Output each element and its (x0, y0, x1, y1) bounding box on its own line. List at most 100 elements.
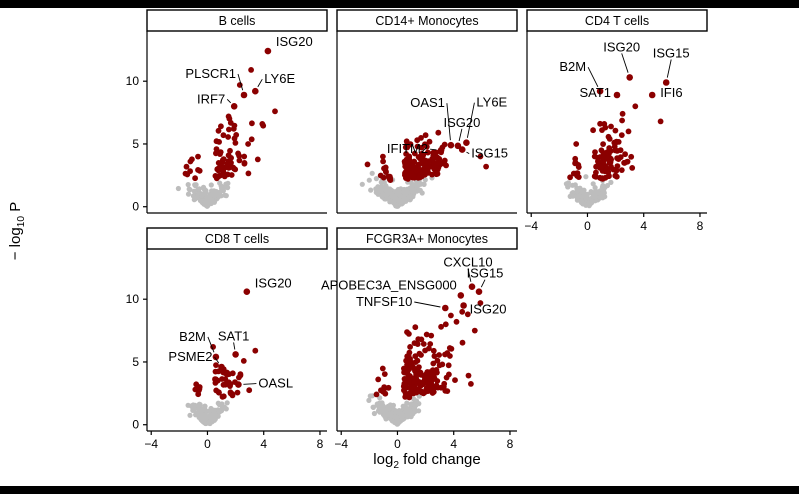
data-point (225, 134, 232, 140)
x-tick-label: 0 (204, 437, 211, 451)
data-point (388, 412, 394, 418)
data-point (248, 136, 255, 143)
data-point (422, 141, 428, 148)
data-point (430, 160, 437, 167)
data-point (565, 184, 571, 190)
data-point (403, 175, 409, 182)
gene-label-line (621, 53, 629, 73)
x-axis-title: log2 fold change (147, 451, 707, 471)
data-point (429, 156, 435, 162)
data-point (405, 142, 412, 149)
data-point (453, 318, 460, 325)
data-point (408, 384, 414, 391)
data-point (228, 172, 235, 178)
data-point (406, 331, 412, 337)
labeled-gene-point (613, 91, 621, 99)
data-point (596, 163, 602, 170)
data-point (377, 395, 383, 401)
data-point (425, 149, 431, 156)
gene-label-line (467, 268, 472, 282)
labeled-gene-point (460, 302, 467, 309)
data-point (617, 154, 624, 161)
data-point (219, 165, 225, 172)
labeled-gene-point (442, 304, 449, 312)
data-point (583, 174, 589, 180)
labeled-gene-point (212, 353, 220, 361)
data-point (431, 353, 438, 359)
y-tick-label: 0 (132, 418, 139, 432)
data-point (459, 308, 466, 315)
data-point (374, 401, 380, 407)
data-point (272, 108, 278, 115)
data-point (394, 414, 400, 420)
data-point (195, 411, 201, 417)
labeled-gene-point (240, 91, 248, 99)
data-point (448, 312, 454, 319)
data-point (182, 170, 189, 177)
gene-label: ISG15 (471, 146, 508, 161)
data-point (395, 421, 401, 427)
data-point (245, 141, 252, 147)
facet-strip (146, 227, 328, 250)
data-point (446, 371, 452, 378)
gene-label-line (237, 73, 244, 91)
data-point (370, 404, 376, 410)
gene-label: SAT1 (579, 85, 611, 100)
data-point (259, 121, 266, 127)
data-point (398, 199, 404, 205)
data-point (236, 157, 243, 164)
data-point (600, 149, 607, 156)
data-point (628, 153, 635, 160)
data-point (430, 149, 437, 156)
data-point (375, 188, 381, 194)
gene-label-line (414, 301, 441, 308)
labeled-gene-point (475, 288, 483, 296)
gene-label: LY6E (264, 71, 295, 86)
data-point (411, 174, 418, 181)
facet-strip-title: B cells (219, 14, 256, 28)
x-tick-label: 4 (450, 437, 457, 451)
data-point (412, 402, 418, 408)
data-point (213, 150, 219, 157)
data-point (418, 181, 424, 187)
y-tick-label: 10 (126, 292, 140, 306)
data-point (608, 179, 614, 185)
data-point (577, 187, 583, 193)
data-point (381, 165, 387, 172)
data-point (234, 389, 241, 396)
data-point (569, 193, 576, 199)
data-point (185, 191, 192, 197)
data-point (208, 182, 214, 188)
labeled-gene-point (626, 74, 633, 81)
data-point (401, 365, 407, 372)
data-point (373, 391, 380, 398)
data-point (413, 375, 420, 382)
data-point (599, 191, 605, 197)
labeled-gene-point (468, 283, 476, 291)
data-point (196, 384, 203, 390)
data-point (407, 193, 413, 199)
data-point (405, 412, 411, 418)
data-point (598, 175, 605, 182)
data-point (410, 364, 417, 371)
data-point (589, 199, 595, 205)
data-point (195, 391, 202, 398)
data-point (384, 195, 390, 201)
facet-strip-title: CD14+ Monocytes (375, 14, 478, 28)
gene-label-line (480, 279, 486, 288)
data-point (573, 141, 580, 147)
data-point (393, 196, 400, 202)
data-point (215, 173, 222, 179)
data-point (225, 113, 232, 120)
data-point (385, 384, 392, 391)
data-point (216, 407, 222, 414)
gene-label: CXCL10 (443, 255, 492, 270)
data-point (483, 163, 489, 170)
data-point (245, 170, 252, 177)
data-point (422, 347, 428, 354)
gene-label-line (587, 66, 599, 88)
data-point (218, 123, 224, 130)
x-tick-label: −4 (524, 219, 538, 233)
data-point (477, 300, 484, 306)
data-point (249, 120, 255, 127)
